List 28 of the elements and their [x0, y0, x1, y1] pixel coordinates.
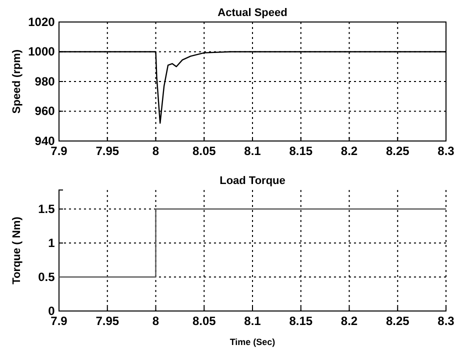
x-tick-label: 8.1: [244, 314, 262, 328]
y-tick-label: 1.5: [38, 202, 56, 216]
y-tick-label: 0.5: [38, 270, 56, 284]
x-tick-label: 8.15: [289, 144, 313, 158]
x-tick-label: 8.25: [386, 314, 410, 328]
y-tick-label: 1: [48, 236, 56, 250]
x-tick-label: 8: [152, 144, 160, 158]
x-tick-label: 8.3: [438, 144, 455, 158]
x-tick-label: 8.05: [192, 314, 216, 328]
chart-title: Load Torque: [220, 175, 286, 187]
y-tick-label: 960: [34, 104, 56, 118]
x-tick-label: 7.95: [96, 314, 120, 328]
x-tick-label: 8: [152, 314, 160, 328]
x-tick-label: 8.1: [244, 144, 262, 158]
y-axis-title: Speed (rpm): [11, 49, 23, 114]
y-tick-label: 1020: [28, 14, 56, 29]
x-tick-label: 8.2: [340, 144, 358, 158]
chart-title: Actual Speed: [218, 7, 288, 19]
x-tick-label: 8.25: [386, 144, 410, 158]
x-axis-title: Time (Sec): [230, 337, 276, 347]
y-tick-label: 1000: [28, 44, 56, 59]
x-tick-label: 8.05: [192, 144, 216, 158]
y-tick-label: 980: [34, 74, 56, 88]
x-tick-label: 8.3: [438, 314, 455, 328]
y-axis-title: Torque ( Nm): [11, 216, 23, 284]
x-tick-label: 7.95: [96, 144, 120, 158]
x-tick-label: 8.15: [289, 314, 313, 328]
x-tick-label: 8.2: [340, 314, 358, 328]
